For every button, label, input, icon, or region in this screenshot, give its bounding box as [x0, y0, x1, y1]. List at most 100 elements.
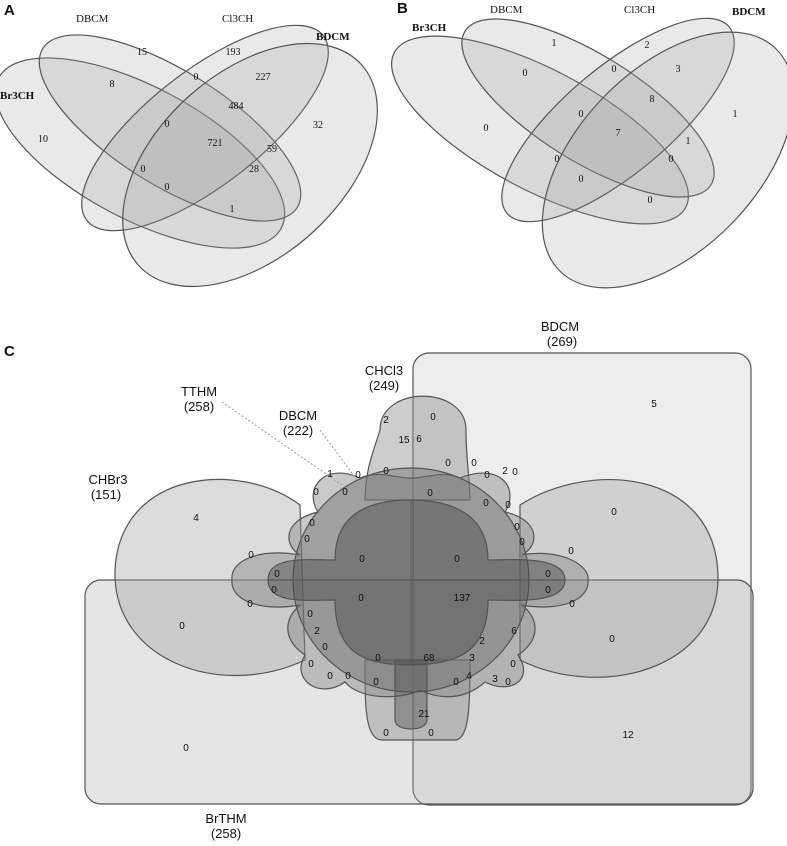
- region-count: 2: [645, 40, 650, 51]
- set-label-chbr3: CHBr3: [88, 472, 127, 487]
- region-count: 3: [492, 674, 498, 685]
- region-count: 0: [375, 653, 381, 664]
- set-label-br3ch: Br3CH: [412, 22, 447, 34]
- region-count: 0: [179, 621, 185, 632]
- region-count: 6: [416, 434, 422, 445]
- region-count: 0: [345, 671, 351, 682]
- region-count: 12: [622, 730, 634, 741]
- region-count: 0: [304, 534, 310, 545]
- region-count: 0: [373, 677, 379, 688]
- set-label-dbcm: DBCM: [279, 408, 317, 423]
- core-tail: [394, 659, 428, 730]
- region-count: 0: [484, 123, 489, 134]
- region-count: 15: [137, 47, 147, 58]
- set-ellipse-br3ch: [0, 57, 286, 249]
- connector-tthm: [221, 401, 343, 486]
- panel-b-letter: B: [397, 0, 408, 17]
- region-count: 0: [247, 599, 253, 610]
- set-label-bdcm: BDCM: [541, 319, 579, 334]
- region-count: 0: [274, 569, 280, 580]
- set-label-bdcm: BDCM: [316, 31, 350, 43]
- region-count: 484: [229, 101, 244, 112]
- region-count: 0: [505, 500, 511, 511]
- region-count: 2: [479, 636, 485, 647]
- set-count-brthm: (258): [211, 826, 241, 841]
- region-count: 0: [428, 728, 434, 739]
- region-count: 0: [545, 569, 551, 580]
- set-label-tthm: TTHM: [181, 384, 217, 399]
- set-ellipse-dbcm: [461, 18, 715, 198]
- region-count: 0: [453, 677, 459, 688]
- region-count: 1: [230, 204, 235, 215]
- region-count: 2: [383, 415, 389, 426]
- region-count: 0: [505, 677, 511, 688]
- set-ellipse-br3ch: [391, 35, 689, 225]
- region-count: 0: [307, 609, 313, 620]
- region-count: 0: [141, 164, 146, 175]
- set-count-chbr3: (151): [91, 487, 121, 502]
- region-count: 7: [616, 128, 621, 139]
- region-count: 0: [383, 728, 389, 739]
- region-count: 32: [313, 120, 323, 131]
- region-count: 0: [194, 72, 199, 83]
- set-count-chcl3: (249): [369, 378, 399, 393]
- region-count: 0: [427, 488, 433, 499]
- region-count: 0: [471, 458, 477, 469]
- region-count: 0: [609, 634, 615, 645]
- region-count: 0: [545, 585, 551, 596]
- set-shape-tthm: [231, 472, 589, 698]
- region-count: 721: [208, 138, 223, 149]
- set-shape-right-lobe: [519, 479, 719, 678]
- region-count: 0: [555, 154, 560, 165]
- region-count: 0: [271, 585, 277, 596]
- region-count: 0: [568, 546, 574, 557]
- set-label-dbcm: DBCM: [76, 13, 109, 25]
- region-count: 0: [355, 470, 361, 481]
- region-count: 8: [110, 79, 115, 90]
- region-count: 0: [612, 64, 617, 75]
- region-count: 0: [510, 659, 516, 670]
- region-count: 0: [383, 466, 389, 477]
- region-count: 0: [579, 174, 584, 185]
- region-count: 0: [183, 743, 189, 754]
- region-count: 4: [466, 671, 472, 682]
- set-count-tthm: (258): [184, 399, 214, 414]
- set-label-dbcm: DBCM: [490, 4, 523, 16]
- region-count: 68: [423, 653, 435, 664]
- region-count: 0: [309, 518, 315, 529]
- set-shape-chcl3-lower: [364, 659, 471, 741]
- set-label-bdcm: BDCM: [732, 6, 766, 18]
- region-count: 0: [483, 498, 489, 509]
- set-ellipse-dbcm: [38, 34, 302, 222]
- region-count: 0: [358, 593, 364, 604]
- region-count: 0: [430, 412, 436, 423]
- region-count: 0: [445, 458, 451, 469]
- panel-a-letter: A: [4, 2, 15, 19]
- region-count: 3: [676, 64, 681, 75]
- region-count: 2: [502, 466, 508, 477]
- region-count: 0: [569, 599, 575, 610]
- set-shape-bdcm: [412, 352, 752, 806]
- panel-c: C BDCM (269): [4, 319, 754, 841]
- set-label-chcl3: CHCl3: [365, 363, 403, 378]
- region-count: 6: [511, 626, 517, 637]
- region-count: 0: [648, 195, 653, 206]
- panel-c-letter: C: [4, 343, 15, 360]
- region-count: 0: [512, 467, 518, 478]
- region-count: 0: [519, 537, 525, 548]
- region-count: 0: [669, 154, 674, 165]
- set-label-cl3ch: Cl3CH: [222, 13, 253, 25]
- region-count: 0: [579, 109, 584, 120]
- set-ellipse-cl3ch: [81, 24, 329, 232]
- region-count: 137: [454, 593, 471, 604]
- region-count: 4: [193, 513, 199, 524]
- region-count: 0: [454, 554, 460, 565]
- region-count: 1: [686, 136, 691, 147]
- set-ellipse-bdcm: [541, 31, 787, 289]
- region-count: 0: [342, 487, 348, 498]
- set-count-dbcm: (222): [283, 423, 313, 438]
- region-count: 0: [322, 642, 328, 653]
- region-count: 0: [514, 522, 520, 533]
- set-label-br3ch: Br3CH: [0, 90, 35, 102]
